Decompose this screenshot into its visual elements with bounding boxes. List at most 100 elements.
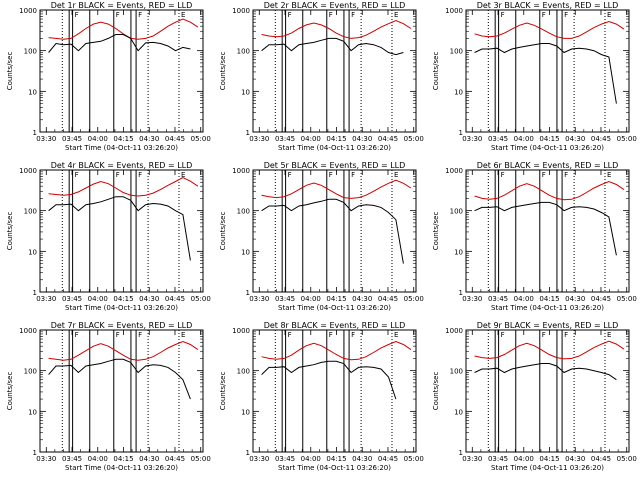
x-tick-label: 03:30 (462, 135, 482, 143)
plot-frame (252, 329, 417, 453)
segment-mark: E (607, 331, 611, 339)
x-tick-label: 04:15 (539, 295, 559, 303)
x-axis-label: Start Time (04-Oct-11 03:26:20) (65, 144, 178, 152)
x-tick-label: 04:00 (301, 135, 321, 143)
chart-panel: Det 2r BLACK = Events, RED = LLD 1 10 100 10… (219, 1, 424, 152)
series-black-events (261, 198, 404, 264)
x-tick-label: 03:45 (62, 455, 82, 463)
segment-mark: F (138, 11, 142, 19)
y-tick-label: 1 (246, 449, 250, 457)
x-tick-label: 04:00 (88, 295, 108, 303)
y-tick-label: 1 (459, 449, 463, 457)
segment-mark: F (75, 11, 79, 19)
series-red-lld (261, 179, 412, 199)
segment-mark: E (394, 171, 398, 179)
segment-mark: F (116, 171, 120, 179)
x-tick-label: 04:30 (352, 135, 372, 143)
series-red-lld (48, 18, 199, 40)
segment-mark: F (75, 171, 79, 179)
x-tick-label: 04:30 (139, 135, 159, 143)
y-axis-label: Counts/sec (6, 212, 14, 251)
y-tick-label: 1000 (445, 167, 463, 175)
chart-panel: Det 1r BLACK = Events, RED = LLD 1 10 100 10… (6, 1, 211, 152)
y-tick-label: 10 (28, 88, 37, 96)
y-tick-label: 1 (33, 129, 37, 137)
plot-frame (39, 329, 204, 453)
chart-panel: Det 4r BLACK = Events, RED = LLD 1 10 100 10… (6, 161, 211, 312)
x-tick-label: 04:30 (565, 135, 585, 143)
segment-mark: F (288, 171, 292, 179)
segment-mark: F (542, 331, 546, 339)
series-black-events (474, 363, 617, 381)
y-tick-label: 10 (241, 88, 250, 96)
x-tick-label: 03:30 (249, 295, 269, 303)
segment-mark: F (288, 11, 292, 19)
y-tick-label: 1000 (232, 327, 250, 335)
x-tick-label: 05:00 (404, 455, 424, 463)
chart-panel: Det 3r BLACK = Events, RED = LLD 1 10 100 10… (432, 1, 637, 152)
x-tick-label: 04:00 (88, 455, 108, 463)
x-tick-label: 04:15 (326, 455, 346, 463)
segment-mark: F (351, 331, 355, 339)
x-tick-label: 03:45 (488, 295, 508, 303)
x-tick-label: 04:00 (514, 455, 534, 463)
x-axis-label: Start Time (04-Oct-11 03:26:20) (65, 464, 178, 472)
x-tick-label: 04:30 (565, 455, 585, 463)
y-tick-label: 100 (450, 48, 463, 56)
y-tick-label: 10 (454, 408, 463, 416)
plot-frame (39, 169, 204, 293)
x-tick-label: 04:00 (88, 135, 108, 143)
segment-mark: E (181, 11, 185, 19)
chart-panel: Det 5r BLACK = Events, RED = LLD 1 10 100 10… (219, 161, 424, 312)
x-tick-label: 03:45 (62, 135, 82, 143)
segment-mark: E (394, 331, 398, 339)
y-tick-label: 1 (246, 129, 250, 137)
y-axis-label: Counts/sec (6, 372, 14, 411)
y-tick-label: 1000 (19, 327, 37, 335)
x-tick-label: 04:30 (139, 455, 159, 463)
chart-title: Det 9r BLACK = Events, RED = LLD (477, 321, 619, 330)
x-tick-label: 04:15 (113, 135, 133, 143)
y-tick-label: 1 (33, 449, 37, 457)
series-red-lld (474, 180, 625, 201)
segment-mark: E (607, 11, 611, 19)
segment-mark: F (138, 331, 142, 339)
x-tick-label: 03:30 (36, 135, 56, 143)
x-tick-label: 03:45 (488, 135, 508, 143)
y-axis-label: Counts/sec (219, 212, 227, 251)
chart-title: Det 7r BLACK = Events, RED = LLD (51, 321, 193, 330)
series-red-lld (261, 20, 412, 39)
segment-mark: F (501, 171, 505, 179)
segment-mark: F (564, 331, 568, 339)
series-red-lld (474, 340, 625, 360)
x-tick-label: 05:00 (191, 135, 211, 143)
x-tick-label: 04:00 (301, 295, 321, 303)
x-axis-label: Start Time (04-Oct-11 03:26:20) (491, 144, 604, 152)
x-tick-label: 03:45 (275, 295, 295, 303)
segment-mark: F (329, 171, 333, 179)
y-tick-label: 100 (24, 48, 37, 56)
x-tick-label: 04:00 (514, 295, 534, 303)
chart-title: Det 4r BLACK = Events, RED = LLD (51, 161, 193, 170)
x-tick-label: 04:00 (301, 455, 321, 463)
x-tick-label: 05:00 (404, 295, 424, 303)
x-tick-label: 04:30 (352, 455, 372, 463)
segment-mark: F (75, 331, 79, 339)
x-tick-label: 03:30 (36, 295, 56, 303)
y-tick-label: 1000 (19, 7, 37, 15)
segment-mark: F (329, 331, 333, 339)
x-tick-label: 04:15 (539, 455, 559, 463)
chart-title: Det 2r BLACK = Events, RED = LLD (264, 1, 406, 10)
x-tick-label: 04:15 (539, 135, 559, 143)
x-tick-label: 04:45 (165, 295, 185, 303)
segment-mark: F (501, 11, 505, 19)
y-tick-label: 10 (241, 408, 250, 416)
x-tick-label: 03:45 (275, 455, 295, 463)
chart-panel: Det 8r BLACK = Events, RED = LLD 1 10 100 10… (219, 321, 424, 472)
x-tick-label: 04:15 (113, 295, 133, 303)
segment-mark: F (542, 11, 546, 19)
segment-mark: F (501, 331, 505, 339)
y-tick-label: 1000 (445, 7, 463, 15)
segment-mark: F (564, 171, 568, 179)
